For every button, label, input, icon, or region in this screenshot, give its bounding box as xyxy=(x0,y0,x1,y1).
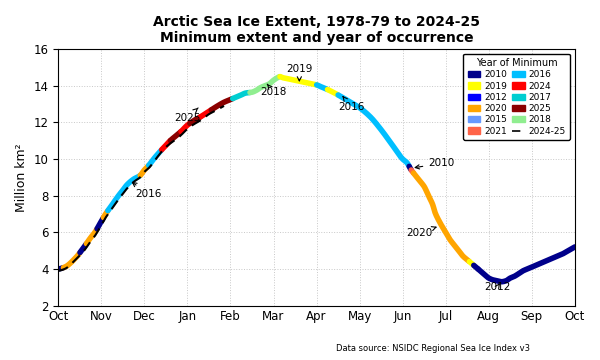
Text: 2020: 2020 xyxy=(407,227,436,238)
Title: Arctic Sea Ice Extent, 1978-79 to 2024-25
Minimum extent and year of occurrence: Arctic Sea Ice Extent, 1978-79 to 2024-2… xyxy=(153,15,480,45)
Text: 2019: 2019 xyxy=(286,64,313,81)
Y-axis label: Million km²: Million km² xyxy=(15,143,28,212)
Text: 2010: 2010 xyxy=(415,158,454,169)
Text: 2012: 2012 xyxy=(484,282,511,292)
Text: Data source: NSIDC Regional Sea Ice Index v3: Data source: NSIDC Regional Sea Ice Inde… xyxy=(336,344,530,353)
Legend: 2010, 2019, 2012, 2020, 2015, 2021, 2016, 2024, 2017, 2025, 2018, 2024-25: 2010, 2019, 2012, 2020, 2015, 2021, 2016… xyxy=(463,54,570,140)
Text: 2016: 2016 xyxy=(338,96,364,112)
Text: 2018: 2018 xyxy=(260,84,287,97)
Text: 2016: 2016 xyxy=(133,183,162,199)
Text: 2025: 2025 xyxy=(174,108,200,122)
